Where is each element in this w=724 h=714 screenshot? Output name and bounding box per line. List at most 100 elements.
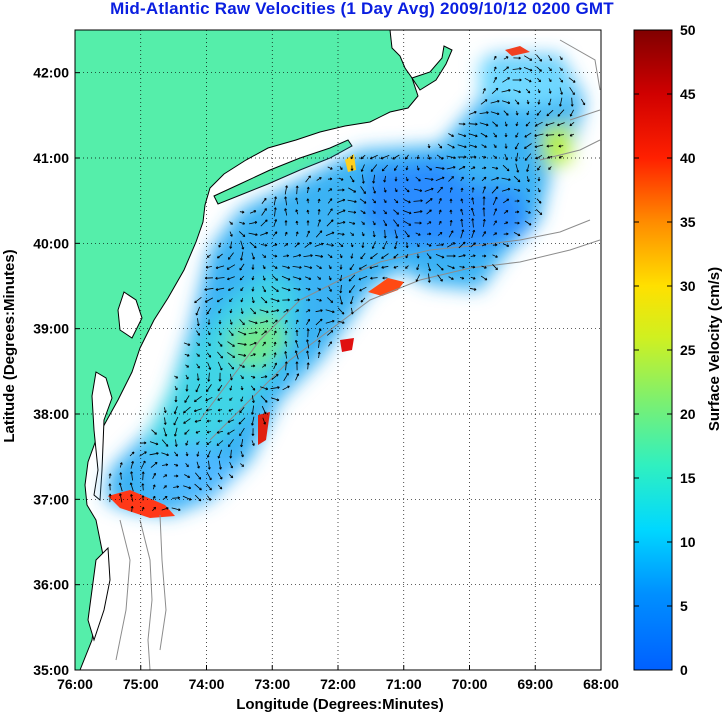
velocity-arrow	[426, 253, 432, 259]
velocity-arrow	[402, 220, 412, 226]
high-velocity-edge	[340, 338, 354, 352]
velocity-arrow-head	[152, 484, 156, 487]
velocity-arrow-head	[350, 168, 354, 171]
velocity-arrow-head	[131, 461, 134, 464]
velocity-arrow-head	[217, 408, 221, 412]
velocity-arrow-head	[471, 197, 475, 200]
velocity-arrow	[274, 352, 276, 358]
velocity-arrow-head	[287, 266, 290, 269]
velocity-arrow-head	[209, 487, 212, 491]
velocity-arrow-head	[373, 200, 376, 204]
velocity-arrow-head	[251, 412, 255, 415]
velocity-arrow-head	[525, 123, 529, 127]
velocity-arrow	[526, 164, 530, 172]
velocity-arrow	[196, 330, 200, 336]
velocity-arrow-head	[462, 265, 465, 269]
velocity-arrow-head	[229, 377, 233, 381]
velocity-arrow	[328, 341, 332, 347]
velocity-arrow	[283, 309, 289, 313]
velocity-arrow	[490, 100, 500, 104]
velocity-arrow-head	[199, 487, 202, 491]
velocity-arrow-head	[141, 506, 145, 510]
velocity-arrow-head	[217, 388, 221, 392]
x-axis-label: Longitude (Degrees:Minutes)	[236, 696, 444, 713]
velocity-arrow-head	[440, 156, 444, 160]
velocity-arrow-head	[317, 187, 321, 191]
x-tick-label: 69:00	[517, 676, 553, 692]
velocity-arrow	[251, 395, 255, 403]
velocity-arrow-head	[165, 463, 169, 467]
velocity-arrow	[228, 439, 234, 447]
velocity-arrow	[549, 88, 551, 94]
velocity-arrow-head	[243, 353, 247, 357]
velocity-arrow-head	[494, 134, 497, 138]
velocity-arrow	[216, 297, 224, 303]
velocity-arrow-head	[285, 243, 289, 246]
velocity-arrow-head	[439, 197, 442, 201]
velocity-arrow-head	[216, 443, 220, 446]
velocity-arrow-head	[473, 155, 477, 159]
velocity-arrow	[515, 163, 519, 173]
velocity-arrow	[194, 472, 202, 480]
velocity-arrow-head	[239, 433, 242, 437]
velocity-arrow	[479, 112, 489, 114]
velocity-arrow-head	[572, 92, 575, 96]
velocity-arrow	[446, 242, 456, 248]
velocity-arrow	[228, 474, 234, 478]
velocity-arrow-head	[164, 485, 167, 488]
velocity-arrow-head	[284, 220, 288, 223]
velocity-arrow-head	[196, 378, 200, 381]
velocity-arrow	[252, 405, 254, 415]
velocity-arrow-head	[373, 211, 376, 214]
velocity-arrow	[207, 495, 211, 501]
velocity-arrow-head	[130, 505, 134, 509]
velocity-arrow-head	[416, 256, 420, 259]
velocity-arrow-head	[265, 231, 269, 235]
velocity-arrow	[230, 449, 232, 459]
colorbar-tick-label: 10	[680, 534, 696, 550]
velocity-arrow-head	[264, 400, 268, 403]
velocity-arrow	[524, 220, 532, 226]
velocity-arrow-head	[197, 466, 200, 469]
velocity-arrow-head	[428, 243, 432, 247]
velocity-arrow-head	[298, 287, 301, 291]
velocity-arrow	[316, 265, 322, 269]
velocity-arrow-head	[418, 233, 421, 236]
velocity-arrow	[240, 450, 244, 458]
velocity-arrow-head	[353, 190, 357, 193]
velocity-arrow-head	[206, 442, 210, 445]
velocity-arrow-head	[507, 77, 510, 80]
velocity-arrow	[306, 350, 310, 360]
velocity-arrow	[415, 274, 421, 282]
velocity-arrow-head	[277, 386, 280, 390]
velocity-arrow	[315, 230, 323, 238]
y-tick-label: 40:00	[33, 235, 69, 251]
velocity-arrow-head	[462, 241, 466, 245]
velocity-arrow-head	[517, 199, 520, 203]
velocity-arrow-head	[188, 497, 192, 501]
velocity-arrow-head	[276, 309, 280, 312]
velocity-arrow-head	[177, 496, 181, 500]
velocity-arrow	[360, 186, 366, 194]
velocity-arrow-head	[156, 452, 159, 455]
velocity-arrow-head	[195, 430, 199, 434]
velocity-arrow	[238, 353, 246, 357]
velocity-arrow-head	[216, 299, 220, 303]
velocity-arrow	[394, 229, 398, 239]
velocity-arrow	[150, 462, 158, 468]
velocity-arrow	[216, 430, 224, 434]
velocity-arrow-head	[307, 298, 311, 302]
velocity-arrow-head	[330, 208, 333, 211]
velocity-arrow-head	[527, 199, 531, 203]
velocity-arrow	[458, 254, 466, 258]
velocity-arrow-head	[473, 276, 476, 280]
velocity-arrow	[472, 218, 474, 228]
velocity-arrow-head	[514, 146, 518, 150]
velocity-arrow	[337, 233, 345, 235]
velocity-arrow	[492, 121, 498, 127]
velocity-arrow-head	[207, 332, 211, 336]
velocity-arrow-head	[370, 276, 373, 280]
velocity-arrow	[285, 341, 287, 347]
velocity-arrow-head	[484, 99, 488, 102]
velocity-arrow	[461, 218, 463, 228]
